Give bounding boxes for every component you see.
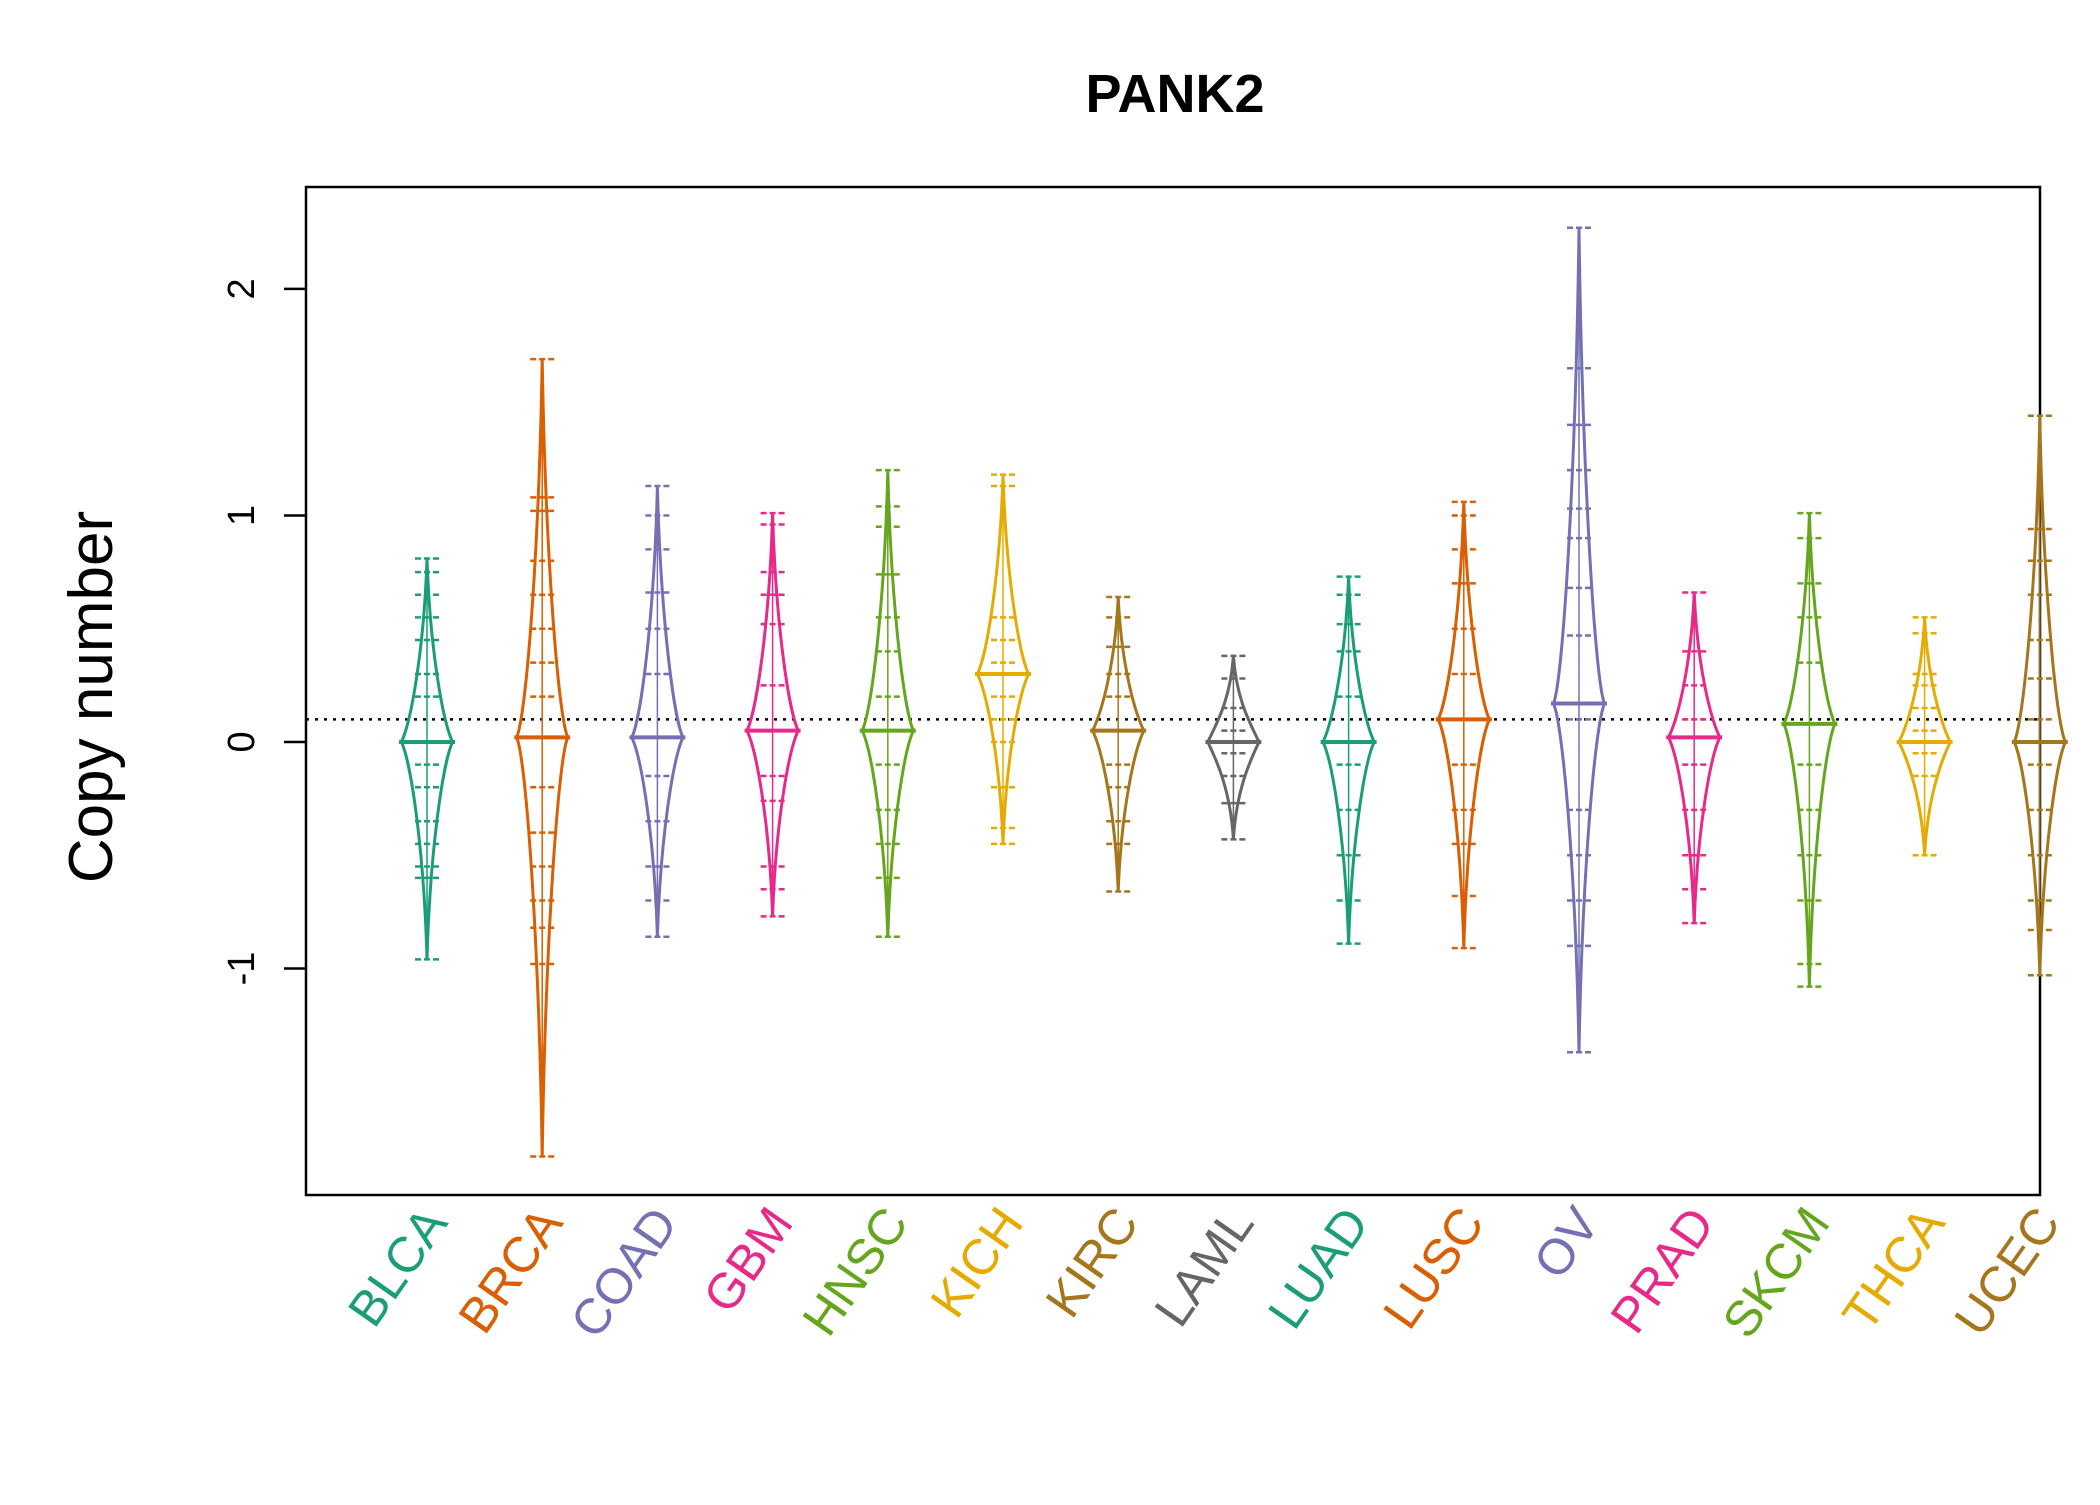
category-label: GBM [692,1197,803,1322]
plot-frame [304,185,2042,1197]
category-label: THCA [1832,1197,1956,1341]
y-tick-label: 0 [221,731,263,752]
category-label: LUSC [1372,1197,1494,1338]
category-label: COAD [560,1197,689,1347]
category-label: KIRC [1035,1197,1149,1327]
category-label: HNSC [792,1197,919,1345]
y-tick-label: -1 [221,952,263,986]
y-axis-label: Copy number [57,511,126,883]
y-tick-label: 2 [221,278,263,299]
category-label: OV [1523,1197,1611,1289]
category-label: PRAD [1600,1197,1726,1343]
category-label: LUAD [1257,1197,1379,1338]
category-label: LAML [1144,1197,1265,1336]
category-label: BLCA [337,1197,458,1337]
category-label: SKCM [1712,1197,1841,1347]
category-label: UCEC [1944,1197,2071,1345]
y-tick-label: 1 [221,505,263,526]
category-label: KICH [920,1197,1034,1327]
chart-title: PANK2 [1085,64,1264,124]
category-label: BRCA [448,1197,574,1343]
